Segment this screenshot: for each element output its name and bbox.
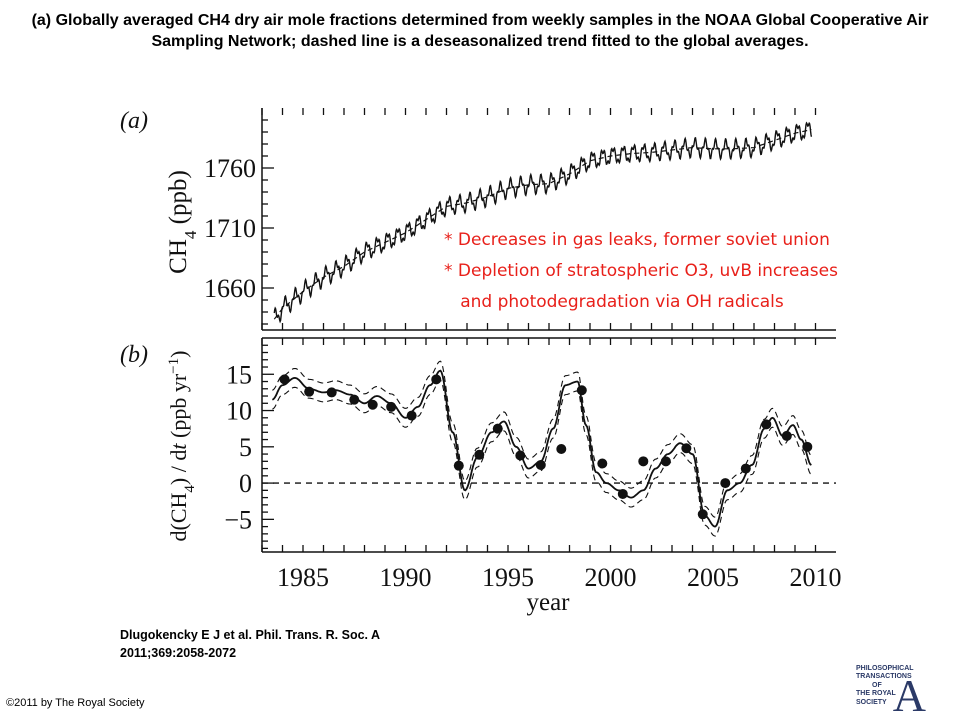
growth-rate-marker [326, 387, 337, 398]
panel-a-label: (a) [120, 108, 148, 134]
logo-line-5: SOCIETY [856, 698, 887, 706]
y-axis-label-b-part: (ppb yr [166, 373, 191, 443]
panel-b-y-tick-label: 10 [226, 397, 252, 426]
growth-rate-marker [474, 449, 485, 460]
y-axis-label-a-part: 4 [181, 230, 200, 239]
series-trend-dashed [273, 129, 812, 320]
y-axis-label-b-part: −1 [166, 358, 182, 374]
growth-rate-marker [597, 458, 608, 469]
growth-rate-marker [638, 456, 649, 467]
panel-a-y-tick-label: 1710 [204, 214, 256, 243]
y-axis-label-b: d(CH4) / dt (ppb yr−1) [166, 351, 198, 542]
growth-rate-marker [697, 509, 708, 520]
panel-b-x-tick-label: 2005 [687, 563, 739, 592]
citation-line-1: Dlugokencky E J et al. Phil. Trans. R. S… [120, 628, 381, 642]
y-axis-label-b-part: d(CH [166, 492, 191, 541]
copyright-notice: ©2011 by The Royal Society [6, 697, 145, 709]
logo-line-1: PHILOSOPHICAL [856, 665, 914, 672]
growth-rate-marker [535, 459, 546, 470]
panel-b-x-tick-label: 2010 [790, 563, 842, 592]
growth-rate-marker [781, 430, 792, 441]
logo-line-2: TRANSACTIONS [856, 673, 912, 681]
annotation-line-3: and photodegradation via OH radicals [444, 292, 784, 312]
logo-text: PHILOSOPHICAL TRANSACTIONS OF THE ROYAL … [856, 665, 914, 707]
citation-line-2: 2011;369:2058-2072 [120, 646, 237, 660]
growth-rate-marker [453, 460, 464, 471]
panel-b-label: (b) [120, 342, 148, 368]
growth-rate-marker [681, 443, 692, 454]
logo-line-3: OF [872, 681, 882, 689]
citation: Dlugokencky E J et al. Phil. Trans. R. S… [120, 626, 380, 662]
series-lower-bound-dashed [272, 379, 812, 537]
panel-b: −5 0 5 10 15 1985 1990 1995 2000 2005 2010 [224, 337, 842, 592]
panel-b-x-tick-label: 1990 [380, 563, 432, 592]
y-axis-label-a: CH4 (ppb) [165, 170, 200, 274]
panel-a-y-tick-label: 1760 [204, 154, 256, 183]
y-axis-label-a-part: CH [165, 239, 192, 274]
growth-rate-marker [576, 385, 587, 396]
y-axis-label-a-part: (ppb) [165, 170, 192, 230]
y-axis-label-b-part: ) / d [166, 450, 191, 485]
growth-rate-marker [406, 410, 417, 421]
x-axis-label: year [526, 589, 570, 616]
growth-rate-marker [617, 488, 628, 499]
growth-rate-marker [761, 419, 772, 430]
growth-rate-marker [515, 450, 526, 461]
growth-rate-marker [367, 399, 378, 410]
growth-rate-marker [279, 374, 290, 385]
logo-line-4: THE ROYAL [856, 690, 896, 698]
growth-rate-marker [492, 423, 503, 434]
panel-b-x-tick-label: 1995 [482, 563, 534, 592]
y-axis-label-b-part: 4 [182, 485, 198, 493]
panel-b-y-tick-label: 15 [226, 360, 252, 389]
series-ch4-weekly [273, 121, 813, 324]
growth-rate-marker [556, 443, 567, 454]
series-growth-rate [271, 369, 812, 528]
panel-b-x-tick-label: 1985 [277, 563, 329, 592]
panel-b-y-tick-label: 5 [239, 433, 252, 462]
logo-letter: A [892, 670, 926, 721]
annotation-line-2: * Depletion of stratospheric O3, uvB inc… [444, 261, 838, 281]
growth-rate-marker [304, 386, 315, 397]
growth-rate-marker [802, 441, 813, 452]
growth-rate-marker [431, 374, 442, 385]
royal-society-logo: PHILOSOPHICAL TRANSACTIONS OF THE ROYAL … [852, 663, 938, 719]
growth-rate-marker [386, 401, 397, 412]
growth-rate-marker [720, 478, 731, 489]
growth-rate-marker [660, 456, 671, 467]
chart-title: (a) Globally averaged CH4 dry air mole f… [31, 12, 929, 50]
y-axis-label-b-part: t [166, 443, 191, 450]
panel-a-y-tick-label: 1660 [204, 274, 256, 303]
y-axis-label-b-part: ) [166, 351, 191, 358]
growth-rate-marker [349, 394, 360, 405]
panel-b-x-tick-label: 2000 [585, 563, 637, 592]
panel-a: 1660 1710 1760 [204, 108, 836, 331]
panel-b-y-tick-label: −5 [224, 505, 252, 534]
growth-rate-marker [740, 463, 751, 474]
panel-b-y-tick-label: 0 [239, 469, 252, 498]
annotation-line-1: * Decreases in gas leaks, former soviet … [444, 230, 830, 250]
series-upper-bound-dashed [272, 360, 812, 518]
